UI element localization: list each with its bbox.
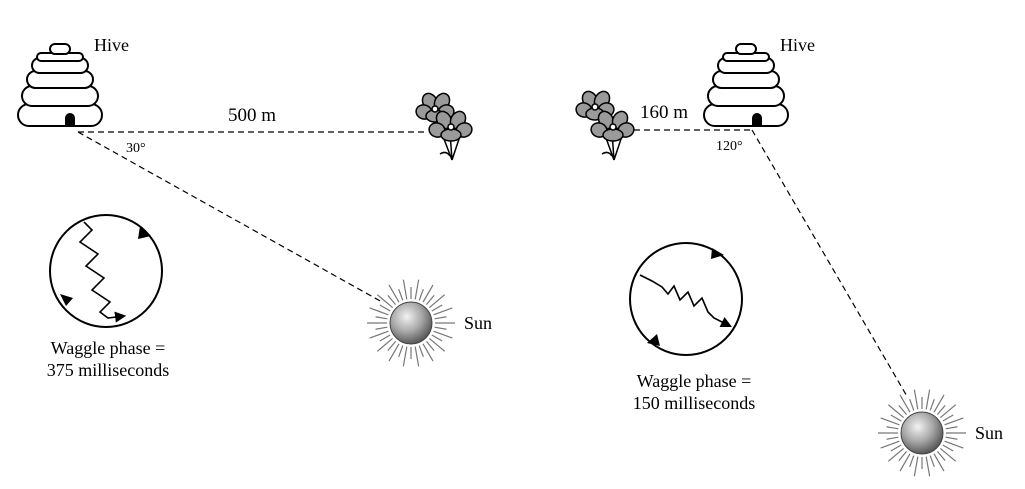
right-angle-label: 120° — [716, 139, 743, 154]
sun-ray — [886, 436, 899, 440]
sun-ray — [431, 334, 443, 342]
right-loop-arrow-2 — [647, 334, 660, 346]
left-panel: Hive 500 m 30° — [17, 35, 492, 380]
sun-ray — [434, 316, 447, 320]
left-loop-arrow-1 — [138, 226, 151, 239]
sun-ray — [887, 404, 905, 419]
sun-ray — [890, 444, 902, 452]
right-distance-label: 160 m — [640, 102, 688, 123]
right-loop-arrow-1 — [711, 248, 724, 259]
sun-ray — [414, 279, 420, 300]
left-loop-arrow-2 — [60, 294, 73, 306]
sun-ray — [944, 440, 964, 449]
left-waggle-figure — [49, 214, 163, 328]
sun-ray — [909, 455, 915, 468]
sun-ray — [418, 288, 424, 301]
sun-ray — [402, 279, 408, 300]
sun-ray — [428, 294, 446, 309]
sun-ray — [414, 346, 420, 367]
sun-ray — [431, 304, 443, 312]
right-panel: Hive 160 m 120° — [575, 35, 1003, 477]
sun-ray — [388, 343, 400, 362]
left-waggle-text-2: 375 milliseconds — [47, 360, 170, 380]
sun-ray — [936, 405, 946, 416]
sun-ray — [433, 307, 453, 316]
sun-ray — [890, 414, 902, 422]
sun-ray — [939, 447, 957, 462]
sun-ray — [886, 426, 899, 430]
sun-ray — [939, 404, 957, 419]
sun-ray — [945, 426, 958, 430]
sun-ray — [880, 440, 900, 449]
sun-ray — [945, 436, 958, 440]
sun-ray — [376, 294, 394, 309]
left-sun-line — [77, 131, 383, 303]
sun-ray — [433, 330, 453, 339]
left-angle-label: 30° — [126, 141, 146, 156]
sun-ray — [422, 343, 434, 362]
sun-ray — [369, 307, 389, 316]
sun-ray — [422, 284, 434, 303]
right-waggle-text-2: 150 milliseconds — [633, 393, 756, 413]
right-waggle-figure — [629, 242, 743, 356]
sun-ray — [909, 398, 915, 411]
left-hive-label: Hive — [94, 35, 129, 55]
sun-ray — [379, 304, 391, 312]
sun-ray — [933, 394, 945, 413]
sun-ray — [387, 340, 397, 351]
sun-ray — [418, 345, 424, 358]
sun-ray — [925, 456, 931, 477]
sun-ray — [942, 414, 954, 422]
sun-ray — [944, 417, 964, 426]
sun-ray — [379, 334, 391, 342]
sun-ray — [369, 330, 389, 339]
sun-ray — [388, 284, 400, 303]
sun-ray — [376, 337, 394, 352]
sun-ray — [398, 288, 404, 301]
sun-ray — [898, 405, 908, 416]
sun-ray — [387, 295, 397, 306]
left-hive-icon — [17, 43, 103, 127]
sun-ray — [425, 295, 435, 306]
sun-ray — [898, 450, 908, 461]
left-sun-icon — [367, 279, 455, 367]
sun-ray — [375, 316, 388, 320]
right-flower-icon — [575, 90, 635, 161]
sun-ray — [402, 346, 408, 367]
sun-ray — [925, 389, 931, 410]
sun-ray — [887, 447, 905, 462]
sun-ray — [425, 340, 435, 351]
sun-ray — [913, 456, 919, 477]
sun-ray — [398, 345, 404, 358]
left-waggle-text-1: Waggle phase = — [51, 338, 166, 358]
sun-ray — [899, 453, 911, 472]
sun-ray — [434, 326, 447, 330]
sun-ray — [428, 337, 446, 352]
left-sun-label: Sun — [464, 313, 492, 333]
left-distance-label: 500 m — [228, 105, 276, 126]
sun-ray — [933, 453, 945, 472]
right-sun-label: Sun — [975, 423, 1003, 443]
sun-ray — [929, 455, 935, 468]
left-flower-icon — [415, 92, 473, 161]
sun-ray — [899, 394, 911, 413]
right-hive-label: Hive — [780, 35, 815, 55]
sun-ray — [936, 450, 946, 461]
sun-ray — [880, 417, 900, 426]
right-sun-line — [751, 129, 909, 399]
sun-ray — [929, 398, 935, 411]
right-sun-icon — [878, 389, 966, 477]
sun-ray — [375, 326, 388, 330]
right-hive-icon — [703, 43, 789, 127]
sun-ray — [942, 444, 954, 452]
sun-ray — [913, 389, 919, 410]
right-waggle-text-1: Waggle phase = — [637, 371, 752, 391]
